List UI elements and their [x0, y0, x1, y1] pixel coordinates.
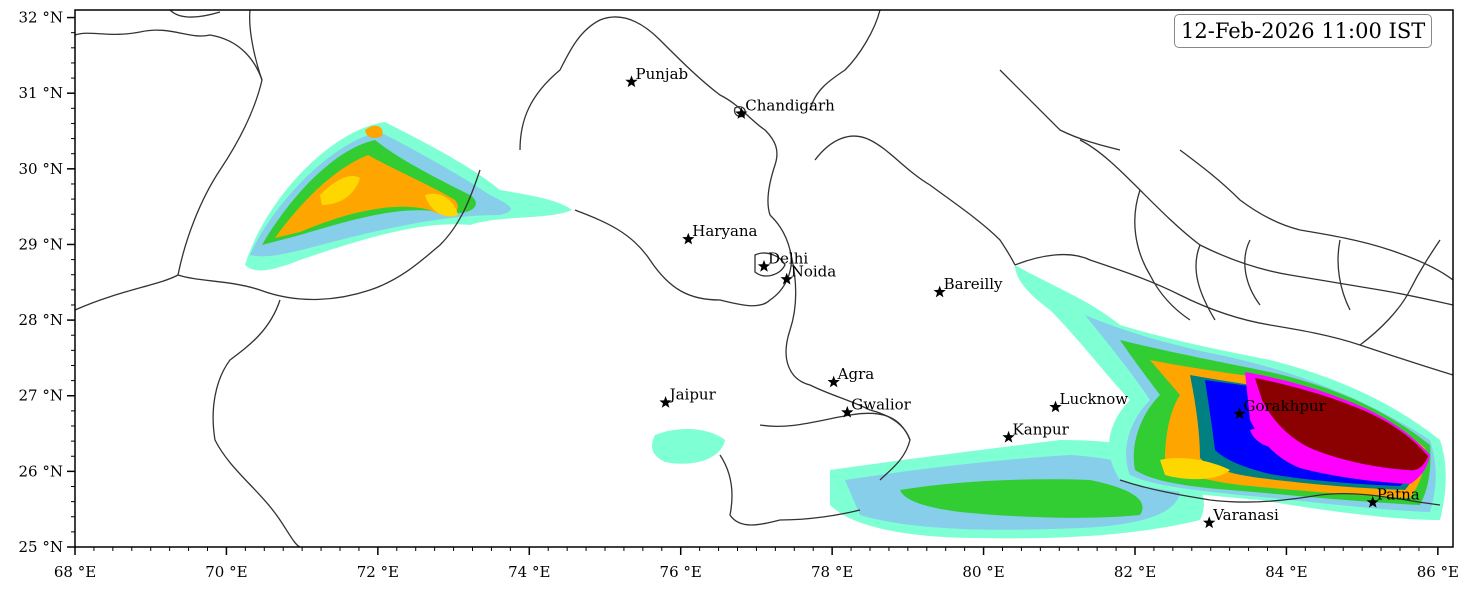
city-label: Haryana — [692, 222, 757, 240]
border-north-east — [1079, 139, 1453, 306]
border-ne-2 — [1195, 244, 1216, 321]
city-gorakhpur: Gorakhpur — [1233, 397, 1327, 420]
city-patna: Patna — [1366, 485, 1420, 508]
border-tibet-3 — [1179, 149, 1453, 281]
city-label: Punjab — [636, 65, 689, 83]
lon-tick-label: 72 °E — [357, 563, 399, 581]
city-lucknow: Lucknow — [1049, 390, 1129, 413]
city-varanasi: Varanasi — [1203, 506, 1279, 529]
star-icon — [659, 396, 672, 408]
city-label: Gorakhpur — [1243, 397, 1326, 415]
city-kanpur: Kanpur — [1002, 420, 1070, 443]
border-uk — [814, 135, 1016, 266]
rain-level-7-east-b — [1250, 428, 1290, 448]
rain-level-5-west-b — [425, 193, 458, 217]
lon-tick-label: 76 °E — [660, 563, 702, 581]
border-mp — [759, 412, 911, 441]
border-pak-west — [75, 274, 179, 311]
star-icon — [757, 259, 771, 272]
border-sw — [212, 299, 301, 547]
border-tibet-4 — [1134, 189, 1191, 321]
border-haryana — [574, 209, 792, 307]
rain-level-5-east — [1160, 458, 1230, 480]
lat-tick-label: 29 °N — [19, 235, 63, 253]
star-icon — [625, 75, 638, 88]
city-noida: Noida — [780, 262, 837, 285]
city-label: Agra — [837, 365, 875, 383]
rain-level-3-south — [900, 479, 1143, 518]
star-icon — [1366, 495, 1379, 508]
lat-tick-label: 25 °N — [19, 538, 63, 556]
city-bareilly: Bareilly — [933, 275, 1003, 298]
city-label: Jaipur — [668, 386, 717, 404]
border-tibet-2 — [999, 69, 1121, 151]
border-up-west — [785, 249, 911, 481]
precipitation-field — [245, 122, 1446, 539]
star-icon — [1233, 407, 1246, 420]
lat-tick-label: 31 °N — [19, 84, 63, 102]
plot-frame — [74, 9, 1454, 548]
city-label: Kanpur — [1013, 420, 1070, 438]
city-label: Chandigarh — [745, 97, 835, 115]
longitude-axis: 68 °E 70 °E 72 °E 74 °E 76 °E 78 °E 80 °E 82 °E… — [54, 547, 1459, 581]
lon-tick-label: 78 °E — [811, 563, 853, 581]
lat-tick-label: 32 °N — [19, 9, 63, 27]
latitude-axis: 25 °N 26 °N 27 °N 28 °N 29 °N 30 °N 31 °N 32 °N — [19, 9, 75, 556]
border-tibet-1 — [809, 10, 881, 111]
star-icon — [827, 375, 840, 388]
star-icon — [780, 272, 793, 285]
city-chandigarh: Chandigarh — [735, 97, 835, 119]
border-tibet-5 — [1244, 239, 1261, 306]
star-icon — [933, 285, 946, 298]
lat-tick-label: 28 °N — [19, 311, 63, 329]
political-boundaries — [75, 10, 1453, 547]
city-label: Varanasi — [1212, 506, 1279, 524]
star-icon — [1049, 400, 1062, 413]
star-icon — [1203, 516, 1216, 529]
rain-level-5-west-c — [365, 125, 383, 138]
rain-level-5-west — [320, 175, 360, 205]
lon-tick-label: 68 °E — [54, 563, 96, 581]
border-delhi — [754, 252, 786, 277]
lon-tick-label: 70 °E — [205, 563, 247, 581]
lon-tick-label: 74 °E — [508, 563, 550, 581]
city-jaipur: Jaipur — [659, 386, 717, 408]
rain-level-4-west — [275, 155, 458, 238]
lat-tick-label: 30 °N — [19, 160, 63, 178]
star-icon — [735, 107, 748, 119]
timestamp-label: 12-Feb-2026 11:00 IST — [1174, 14, 1433, 48]
city-punjab: Punjab — [625, 65, 689, 88]
border-rajasthan-south — [719, 454, 861, 526]
border-punjab — [519, 16, 778, 216]
city-label: Gwalior — [851, 395, 911, 413]
border-tibet-6 — [1337, 239, 1351, 311]
border-nepal — [1014, 253, 1453, 376]
border-ne-1 — [1359, 239, 1441, 346]
city-agra: Agra — [827, 365, 875, 388]
city-label: Delhi — [768, 249, 808, 267]
border-north-1 — [169, 10, 263, 81]
city-label: Noida — [791, 262, 837, 280]
lat-tick-label: 26 °N — [19, 462, 63, 480]
star-icon — [1002, 430, 1015, 443]
lon-tick-label: 80 °E — [962, 563, 1004, 581]
star-icon — [841, 405, 854, 418]
rain-level-9-east — [1255, 378, 1428, 471]
city-label: Patna — [1377, 485, 1420, 503]
rain-level-1-jaipur — [652, 428, 725, 464]
city-label: Lucknow — [1060, 390, 1129, 408]
city-delhi: Delhi — [757, 249, 808, 272]
city-haryana: Haryana — [682, 222, 758, 245]
lon-tick-label: 82 °E — [1114, 563, 1156, 581]
lon-tick-label: 86 °E — [1417, 563, 1459, 581]
city-label: Bareilly — [944, 275, 1003, 293]
star-icon — [682, 232, 695, 245]
city-gwalior: Gwalior — [841, 395, 912, 418]
lat-tick-label: 27 °N — [19, 387, 63, 405]
border-west-coast — [75, 29, 481, 301]
lon-tick-label: 84 °E — [1265, 563, 1307, 581]
border-bihar-south — [1119, 479, 1441, 506]
